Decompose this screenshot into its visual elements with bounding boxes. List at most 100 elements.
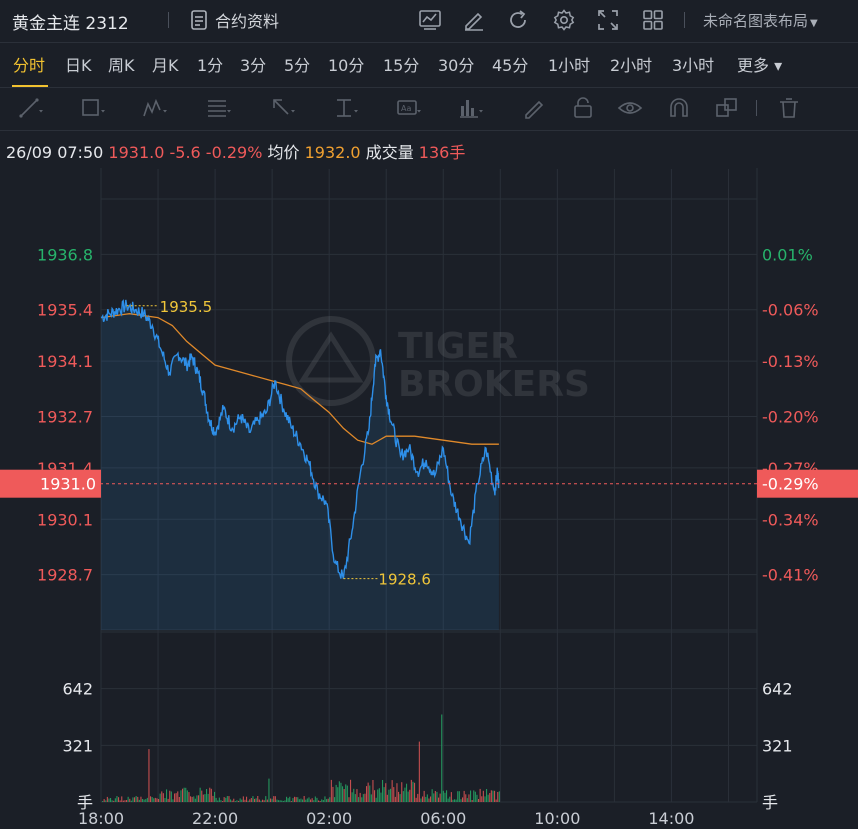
- price-tick-label: 1935.4: [37, 301, 93, 320]
- layout-selector[interactable]: 未命名图表布局 ▼: [703, 10, 818, 31]
- fullscreen-icon[interactable]: [596, 8, 620, 32]
- volume-bar: [430, 796, 432, 802]
- volume-bar: [497, 792, 499, 802]
- volume-bar: [428, 798, 430, 802]
- volume-axis: 642 642 321 321 手 手: [62, 680, 792, 812]
- magnet-icon[interactable]: [666, 96, 692, 120]
- volume-bars: [102, 714, 500, 802]
- volume-tick-label: 642: [762, 680, 793, 699]
- volume-bar: [369, 785, 371, 802]
- volume-bar: [322, 800, 324, 802]
- volume-bar: [415, 797, 417, 802]
- period-tab[interactable]: 45分: [492, 56, 529, 75]
- current-pct-value: -0.29%: [762, 475, 819, 494]
- symbol-title[interactable]: 黄金主连 2312: [12, 14, 129, 34]
- volume-bar: [335, 784, 337, 802]
- contract-info-button[interactable]: 合约资料: [190, 8, 279, 32]
- volume-bar: [396, 783, 398, 802]
- volume-tick-label: 321: [762, 736, 793, 755]
- volume-bar: [366, 786, 368, 802]
- volume-bar: [231, 800, 233, 802]
- period-tab[interactable]: 3分: [240, 56, 267, 75]
- volume-bar: [183, 787, 185, 802]
- volume-bar: [263, 800, 265, 802]
- volume-tool-icon[interactable]: [458, 96, 484, 120]
- volume-bar: [481, 796, 483, 802]
- period-tab[interactable]: 1小时: [548, 56, 591, 75]
- volume-bar: [201, 790, 203, 802]
- volume-bar: [164, 798, 166, 802]
- period-tab[interactable]: 10分: [328, 56, 365, 75]
- volume-bar: [257, 796, 259, 802]
- volume-bar: [129, 798, 131, 802]
- time-tick-label: 02:00: [306, 809, 352, 828]
- volume-bar: [303, 796, 305, 802]
- volume-bar: [166, 789, 168, 802]
- layout-name: 未命名图表布局: [703, 12, 809, 30]
- fib-tool-icon[interactable]: [206, 96, 232, 120]
- period-tab[interactable]: 月K: [152, 56, 179, 75]
- price-tick-label: 1936.8: [37, 245, 93, 264]
- period-tab[interactable]: 日K: [65, 56, 92, 75]
- volume-bar: [102, 801, 104, 802]
- volume-bar: [350, 779, 352, 802]
- volume-bar: [345, 784, 347, 802]
- measure-tool-icon[interactable]: [333, 96, 359, 120]
- volume-bar: [498, 791, 500, 802]
- intraday-chart[interactable]: TIGER BROKERS 1935.5 1928.6 1936.8 1935.4…: [0, 168, 858, 829]
- volume-bar: [194, 798, 196, 802]
- layers-icon[interactable]: [714, 96, 740, 120]
- percent-tick-label: -0.06%: [762, 301, 819, 320]
- chart-icon[interactable]: [418, 8, 442, 32]
- rect-tool-icon[interactable]: [80, 96, 106, 120]
- period-tab[interactable]: 周K: [108, 56, 135, 75]
- percent-tick-label: -0.41%: [762, 566, 819, 585]
- volume-bar: [246, 796, 248, 802]
- volume-bar: [391, 780, 393, 802]
- volume-bar: [167, 798, 169, 802]
- volume-bar: [209, 787, 211, 802]
- arrow-tool-icon[interactable]: [270, 96, 296, 120]
- brush-icon[interactable]: [522, 96, 548, 120]
- avg-price: 1932.0: [304, 143, 361, 162]
- edit-icon[interactable]: [462, 8, 486, 32]
- line-tool-icon[interactable]: [18, 96, 44, 120]
- period-tab[interactable]: 3小时: [672, 56, 715, 75]
- volume-bar: [332, 786, 334, 802]
- period-tab[interactable]: 5分: [284, 56, 311, 75]
- volume-bar: [409, 789, 411, 802]
- volume-bar: [210, 788, 212, 802]
- divider: [684, 12, 685, 28]
- volume-bar: [410, 779, 412, 802]
- lock-icon[interactable]: [570, 96, 596, 120]
- period-tab[interactable]: 30分: [438, 56, 475, 75]
- period-tab[interactable]: 1分: [197, 56, 224, 75]
- period-tab[interactable]: 2小时: [610, 56, 653, 75]
- time-axis: 18:00 22:00 02:00 06:00 10:00 14:00: [78, 809, 695, 828]
- percent-tick-label: -0.20%: [762, 407, 819, 426]
- volume-bar: [383, 787, 385, 802]
- volume-bar: [132, 797, 134, 802]
- volume-bar: [193, 796, 195, 802]
- eye-icon[interactable]: [617, 96, 643, 120]
- volume-bar: [182, 788, 184, 802]
- volume-bar: [225, 797, 227, 802]
- current-price-value: 1931.0: [40, 475, 96, 494]
- settings-icon[interactable]: [552, 8, 576, 32]
- volume-bar: [146, 797, 148, 802]
- trash-icon[interactable]: [776, 96, 802, 120]
- time-tick-label: 18:00: [78, 809, 124, 828]
- wave-tool-icon[interactable]: [142, 96, 168, 120]
- refresh-icon[interactable]: [506, 8, 530, 32]
- volume-bar: [444, 792, 446, 802]
- volume-bar: [489, 793, 491, 802]
- volume-bar: [487, 794, 489, 802]
- price-tick-label: 1930.1: [37, 510, 93, 529]
- volume-bar: [151, 797, 153, 802]
- period-tab[interactable]: 15分: [383, 56, 420, 75]
- period-more-dropdown[interactable]: 更多 ▾: [737, 56, 783, 75]
- period-tab-intraday[interactable]: 分时: [13, 56, 46, 75]
- grid-icon[interactable]: [641, 8, 665, 32]
- volume-bar: [202, 794, 204, 802]
- text-tool-icon[interactable]: Aa: [396, 96, 422, 120]
